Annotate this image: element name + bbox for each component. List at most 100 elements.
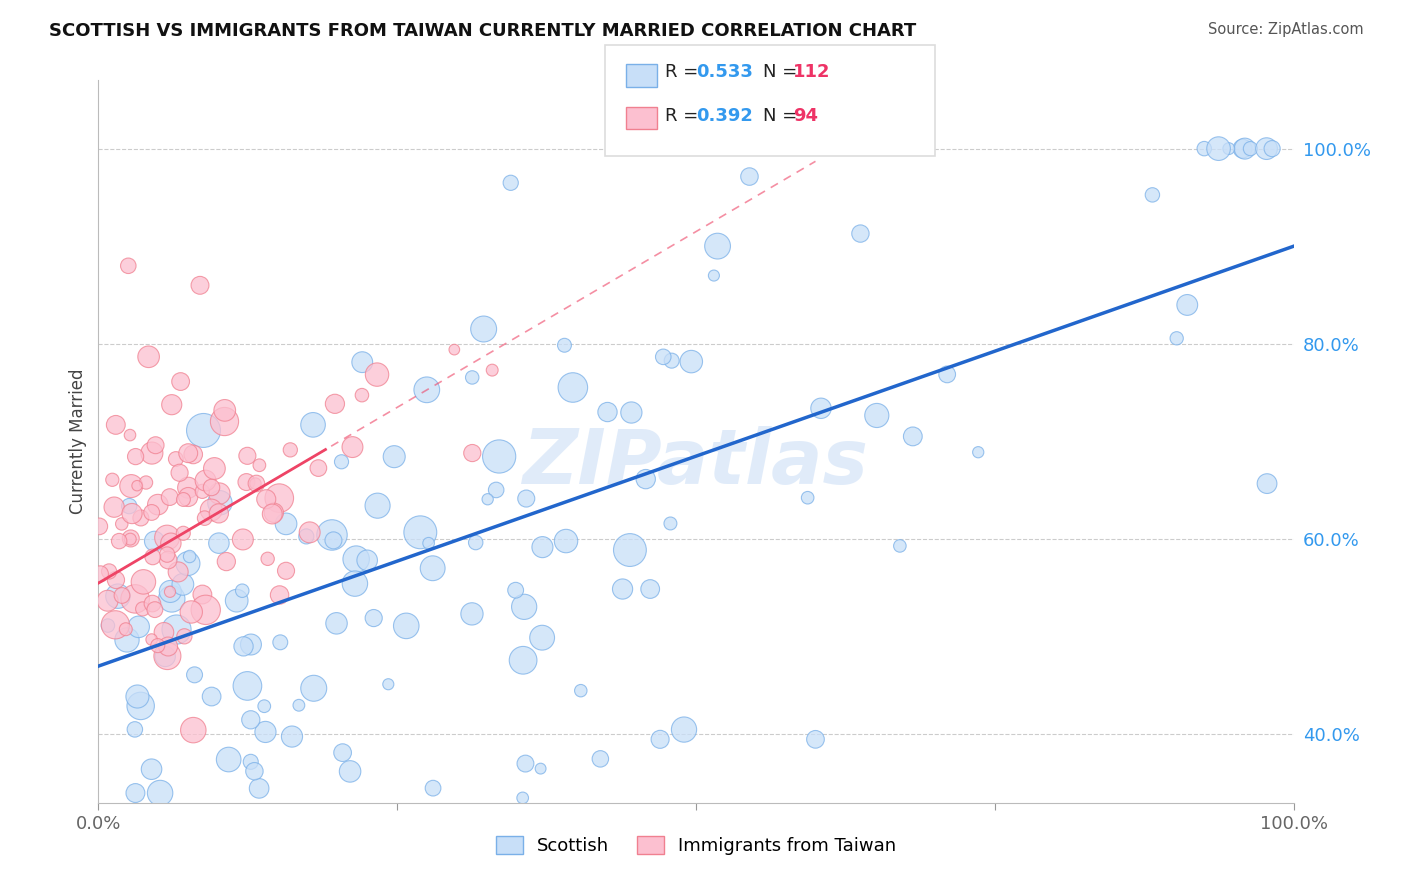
- Point: [515, 756, 537, 771]
- Point: [531, 631, 554, 645]
- Point: [461, 446, 484, 460]
- Point: [485, 483, 508, 497]
- Point: [141, 446, 163, 460]
- Point: [274, 516, 297, 531]
- Point: [810, 401, 832, 416]
- Point: [231, 583, 253, 598]
- Point: [352, 355, 374, 369]
- Point: [461, 370, 484, 384]
- Point: [177, 481, 200, 495]
- Point: [104, 417, 127, 432]
- Point: [160, 591, 183, 606]
- Point: [256, 551, 278, 566]
- Point: [157, 640, 180, 654]
- Point: [1239, 142, 1261, 156]
- Point: [243, 764, 266, 779]
- Point: [239, 638, 262, 652]
- Point: [239, 755, 262, 769]
- Text: R =: R =: [665, 63, 704, 81]
- Point: [531, 540, 554, 554]
- Point: [141, 506, 163, 520]
- Point: [409, 525, 432, 540]
- Point: [131, 602, 153, 616]
- Point: [269, 635, 291, 649]
- Point: [596, 405, 619, 419]
- Point: [143, 602, 166, 616]
- Point: [1233, 142, 1256, 156]
- Point: [673, 723, 696, 737]
- Point: [330, 455, 353, 469]
- Point: [443, 343, 465, 357]
- Point: [124, 450, 146, 464]
- Point: [1142, 187, 1164, 202]
- Point: [214, 415, 236, 429]
- Point: [612, 582, 634, 596]
- Point: [132, 574, 155, 589]
- Point: [149, 786, 172, 800]
- Point: [499, 176, 522, 190]
- Point: [201, 690, 224, 704]
- Point: [274, 564, 297, 578]
- Point: [153, 649, 176, 664]
- Point: [395, 619, 418, 633]
- Point: [179, 549, 201, 564]
- Point: [108, 534, 131, 549]
- Point: [307, 461, 329, 475]
- Point: [101, 473, 124, 487]
- Point: [247, 781, 270, 796]
- Point: [488, 450, 510, 464]
- Point: [138, 350, 160, 364]
- Point: [225, 593, 247, 607]
- Text: ZIPatlas: ZIPatlas: [523, 426, 869, 500]
- Point: [146, 639, 169, 653]
- Point: [513, 599, 536, 614]
- Point: [295, 529, 318, 543]
- Point: [156, 648, 179, 663]
- Point: [117, 259, 139, 273]
- Point: [191, 588, 214, 602]
- Point: [208, 496, 231, 510]
- Legend: Scottish, Immigrants from Taiwan: Scottish, Immigrants from Taiwan: [488, 830, 904, 863]
- Point: [288, 698, 311, 713]
- Point: [569, 683, 592, 698]
- Point: [218, 752, 240, 766]
- Point: [245, 476, 267, 491]
- Point: [804, 732, 827, 747]
- Point: [1256, 476, 1278, 491]
- Point: [967, 445, 990, 459]
- Point: [342, 440, 364, 454]
- Point: [422, 561, 444, 575]
- Point: [172, 526, 194, 541]
- Point: [103, 500, 125, 515]
- Point: [555, 534, 578, 549]
- Point: [589, 752, 612, 766]
- Point: [160, 536, 183, 550]
- Point: [245, 476, 267, 491]
- Point: [648, 732, 672, 747]
- Point: [145, 438, 167, 452]
- Text: 0.392: 0.392: [696, 107, 752, 125]
- Point: [143, 534, 166, 549]
- Point: [172, 492, 194, 507]
- Point: [115, 632, 138, 647]
- Point: [936, 368, 959, 382]
- Point: [146, 498, 169, 512]
- Point: [681, 354, 703, 368]
- Point: [124, 591, 146, 606]
- Point: [634, 472, 657, 486]
- Point: [849, 227, 872, 241]
- Point: [363, 611, 385, 625]
- Point: [169, 466, 191, 480]
- Point: [703, 268, 725, 283]
- Point: [366, 368, 388, 382]
- Point: [167, 565, 190, 579]
- Point: [325, 616, 347, 631]
- Point: [382, 450, 405, 464]
- Point: [1166, 331, 1188, 345]
- Point: [159, 584, 181, 599]
- Point: [796, 491, 818, 505]
- Y-axis label: Currently Married: Currently Married: [69, 368, 87, 515]
- Point: [180, 605, 202, 619]
- Point: [141, 632, 163, 647]
- Point: [620, 405, 643, 419]
